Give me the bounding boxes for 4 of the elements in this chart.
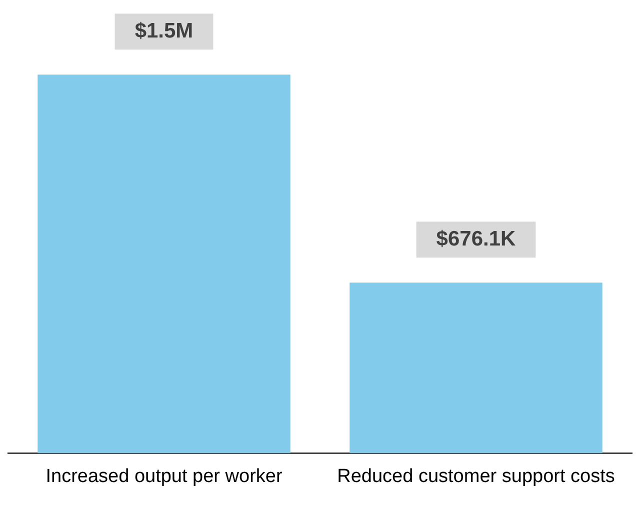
data-label: $676.1K — [436, 227, 516, 250]
x-tick-label: Increased output per worker — [46, 466, 283, 487]
data-label: $1.5M — [134, 19, 194, 42]
x-tick-label: Reduced customer support costs — [337, 466, 615, 487]
